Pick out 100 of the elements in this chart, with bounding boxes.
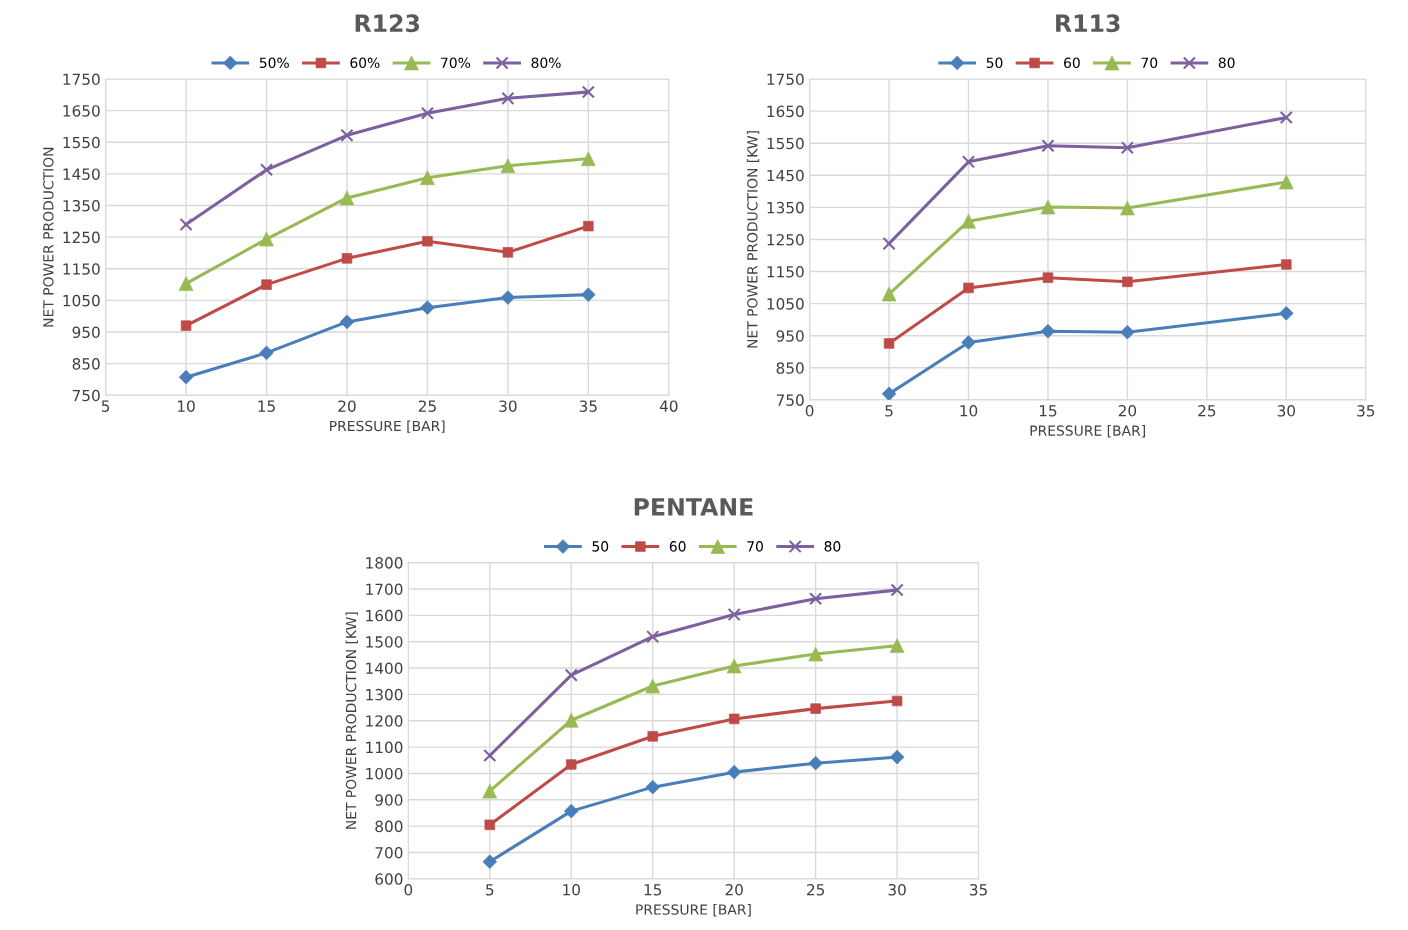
y-tick-label: 1000 xyxy=(366,767,403,780)
y-tick-label: 1800 xyxy=(366,557,403,569)
y-tick-label: 950 xyxy=(72,326,100,339)
y-tick-label: 1250 xyxy=(767,233,804,246)
y-axis-title: NET POWER PRODUCTION [KW] xyxy=(345,612,358,829)
point xyxy=(646,630,660,644)
legend-label: 50 xyxy=(592,541,609,552)
x-tick-label: 5 xyxy=(885,405,893,417)
point xyxy=(340,128,354,142)
legend-label: 70 xyxy=(1141,57,1158,69)
point xyxy=(1041,139,1055,153)
point xyxy=(179,217,193,232)
x-tick-label: 30 xyxy=(499,400,517,412)
y-tick-label: 1350 xyxy=(767,201,804,214)
point xyxy=(1279,110,1293,125)
y-tick-label: 1550 xyxy=(63,136,100,149)
y-tick-label: 950 xyxy=(776,330,804,342)
point xyxy=(728,713,740,725)
legend-label: 50 xyxy=(986,57,1003,69)
x-tick-label: 30 xyxy=(1277,405,1296,417)
y-tick-label: 1250 xyxy=(63,231,100,244)
x-axis-title: PRESSURE [BAR] xyxy=(636,904,751,917)
y-tick-label: 1500 xyxy=(366,636,403,648)
y-tick-label: 800 xyxy=(375,820,403,833)
legend-label: 60 xyxy=(669,541,686,552)
y-axis-title: NET POWER PRODUCTION xyxy=(43,147,54,327)
x-tick-label: 25 xyxy=(418,400,436,412)
x-tick-label: 10 xyxy=(563,883,580,896)
point xyxy=(564,668,578,682)
y-tick-label: 1050 xyxy=(767,298,804,310)
x-tick-label: 35 xyxy=(1357,405,1375,417)
y-tick-label: 1650 xyxy=(63,105,100,117)
y-tick-label: 1150 xyxy=(767,266,804,278)
legend-label: 50% xyxy=(259,57,289,69)
x-tick-label: 35 xyxy=(970,883,987,896)
point xyxy=(178,370,194,385)
y-tick-label: 1400 xyxy=(366,662,403,675)
y-tick-label: 1450 xyxy=(767,169,804,182)
y-tick-label: 1650 xyxy=(767,105,804,118)
legend-label: 70% xyxy=(441,57,471,69)
x-tick-label: 25 xyxy=(1198,405,1216,417)
y-tick-label: 1550 xyxy=(767,137,804,150)
y-tick-label: 1450 xyxy=(63,168,100,180)
point xyxy=(882,237,896,251)
x-tick-label: 15 xyxy=(644,884,662,896)
x-tick-label: 0 xyxy=(404,883,413,896)
y-tick-label: 850 xyxy=(72,358,100,370)
legend-label: 80 xyxy=(824,541,841,552)
x-tick-label: 5 xyxy=(486,884,494,896)
x-tick-label: 35 xyxy=(579,400,597,412)
y-tick-label: 1350 xyxy=(63,200,100,212)
y-tick-label: 1150 xyxy=(63,263,100,275)
y-tick-label: 600 xyxy=(375,873,403,885)
legend-label: 80 xyxy=(1218,57,1235,69)
legend-label: 70 xyxy=(747,541,763,552)
point xyxy=(727,607,741,622)
y-tick-label: 850 xyxy=(776,362,804,374)
point xyxy=(500,158,516,173)
x-tick-label: 15 xyxy=(1039,405,1057,417)
y-axis-title: NET POWER PRODUCTION [KW] xyxy=(746,131,760,348)
point xyxy=(881,386,897,400)
point xyxy=(483,748,497,763)
chart-title: R113 xyxy=(1056,14,1120,33)
x-tick-label: 0 xyxy=(805,405,814,417)
x-axis-title: PRESSURE [BAR] xyxy=(330,420,445,433)
y-tick-label: 700 xyxy=(375,846,403,859)
x-axis-title: PRESSURE [BAR] xyxy=(1030,425,1145,438)
point xyxy=(501,91,515,105)
x-tick-label: 10 xyxy=(960,405,978,417)
y-tick-label: 1700 xyxy=(366,583,403,596)
point xyxy=(809,592,823,606)
point xyxy=(259,345,274,361)
chart-title: R123 xyxy=(355,14,420,33)
y-tick-label: 900 xyxy=(375,794,403,806)
point xyxy=(581,85,595,99)
y-tick-label: 1200 xyxy=(366,715,403,727)
legend-label: 80% xyxy=(531,57,561,69)
x-tick-label: 20 xyxy=(1118,405,1137,417)
y-tick-label: 1600 xyxy=(366,609,403,622)
x-tick-label: 30 xyxy=(888,883,906,896)
point xyxy=(583,220,594,232)
x-tick-label: 20 xyxy=(725,883,743,896)
point xyxy=(502,247,514,258)
point xyxy=(581,151,596,167)
y-tick-label: 1750 xyxy=(63,73,100,86)
point xyxy=(890,583,904,597)
point xyxy=(420,106,435,120)
point xyxy=(259,163,274,177)
y-tick-label: 1050 xyxy=(63,294,100,307)
chart-title: PENTANE xyxy=(634,498,753,516)
x-tick-label: 10 xyxy=(178,400,195,412)
x-tick-label: 15 xyxy=(258,400,275,412)
point xyxy=(961,155,976,169)
y-tick-label: 750 xyxy=(776,394,804,406)
x-tick-label: 20 xyxy=(338,400,356,412)
point xyxy=(1120,324,1135,340)
y-tick-label: 1100 xyxy=(366,741,403,754)
legend-label: 60% xyxy=(350,57,380,69)
y-tick-label: 750 xyxy=(72,389,100,402)
point xyxy=(341,253,353,264)
